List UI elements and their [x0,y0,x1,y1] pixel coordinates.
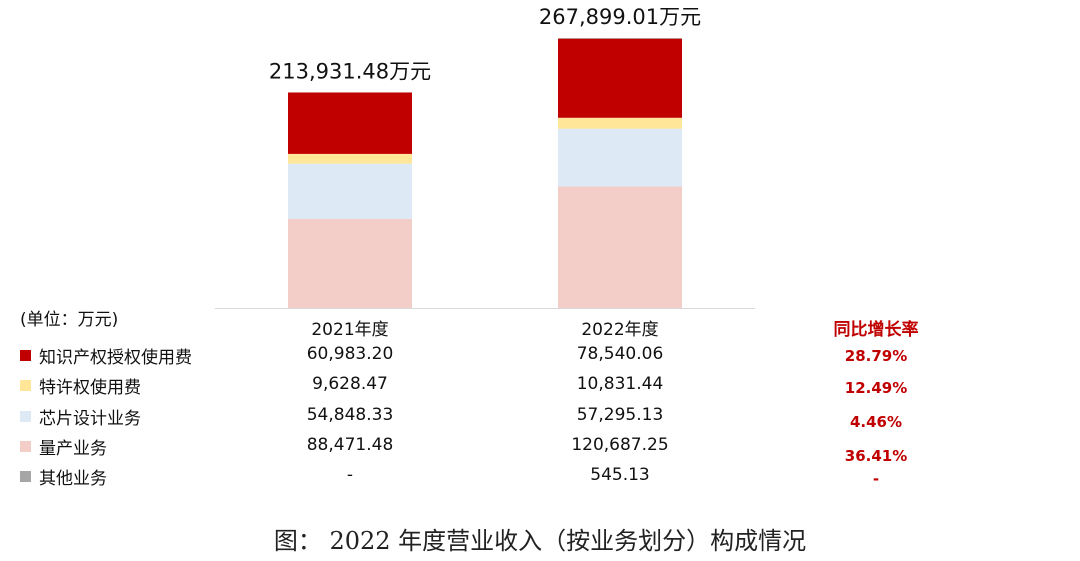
table-cell-4-0: - [346,465,354,485]
table-cell-1-1: 10,831.44 [576,374,664,394]
legend-swatch [20,379,31,391]
legend-swatch [20,470,31,482]
legend-label: 其他业务 [39,468,107,489]
legend-label: 特许权使用费 [39,377,141,398]
table-cell-2-1: 57,295.13 [576,405,664,425]
bar-segment-1-1 [558,128,682,187]
total-label-1: 267,899.01万元 [539,5,701,29]
yoy-value-2: 4.46% [849,413,903,431]
legend-swatch [20,349,31,361]
legend-swatch [20,440,31,452]
table-cell-4-1: 545.13 [590,465,650,485]
table-cell-0-1: 78,540.06 [576,344,664,364]
yoy-value-4: - [872,470,880,488]
yoy-header: 同比增长率 [833,320,919,340]
bar-segment-0-1 [288,163,412,219]
bar-segment-0-2 [288,153,412,164]
legend-label: 知识产权授权使用费 [39,347,192,368]
legend-label: 量产业务 [39,438,107,459]
bar-segment-1-3 [558,38,682,118]
bar-segment-0-3 [288,92,412,154]
legend-row-2: 芯片设计业务 [20,404,141,429]
bar-segment-1-0 [558,186,682,308]
bar-segment-0-0 [288,218,412,308]
stacked-bar-chart: 213,931.48万元 267,899.01万元 [215,5,755,309]
yoy-value-0: 28.79% [844,347,908,365]
legend-row-3: 量产业务 [20,434,107,459]
table-cell-3-1: 120,687.25 [571,435,669,455]
legend-row-1: 特许权使用费 [20,373,141,398]
legend-swatch [20,410,31,422]
legend-row-0: 知识产权授权使用费 [20,343,192,368]
legend-label: 芯片设计业务 [39,408,141,429]
table-cell-1-0: 9,628.47 [312,374,388,394]
legend-row-4: 其他业务 [20,464,107,489]
unit-label: (单位：万元) [20,310,119,330]
yoy-value-1: 12.49% [844,379,908,397]
table-cell-0-0: 60,983.20 [306,344,394,364]
bar-segment-1-2 [558,117,682,129]
figure-caption: 图： 2022 年度营业收入（按业务划分）构成情况 [273,527,807,555]
total-label-0: 213,931.48万元 [269,59,431,83]
category-label-2021: 2021年度 [311,320,389,340]
bar-segment-1-4 [558,38,682,39]
category-label-2022: 2022年度 [581,320,659,340]
yoy-value-3: 36.41% [844,447,908,465]
table-cell-3-0: 88,471.48 [306,435,394,455]
table-cell-2-0: 54,848.33 [306,405,394,425]
